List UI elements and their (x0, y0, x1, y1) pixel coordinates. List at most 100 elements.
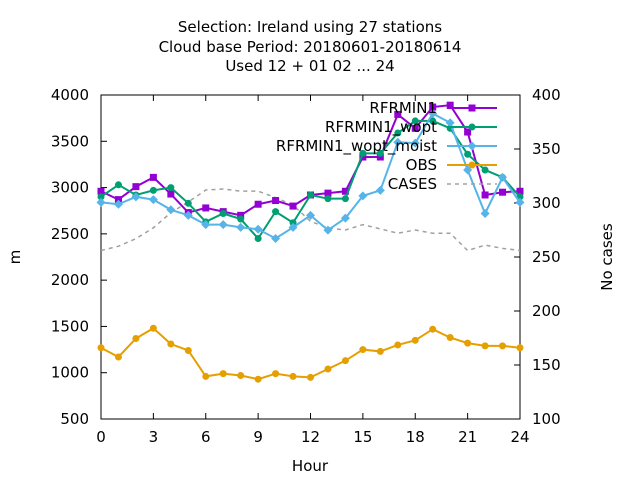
data-point-obs (149, 324, 157, 332)
y-tick-label: 3500 (51, 132, 89, 150)
data-point-rfrmin1-wopt-moist (358, 191, 368, 201)
y-tick-label: 500 (60, 410, 89, 428)
data-point-obs (184, 346, 192, 354)
data-point-rfrmin1 (516, 187, 524, 195)
legend-entry-obs: OBS (406, 156, 497, 174)
data-point-rfrmin1-wopt-moist (166, 205, 176, 215)
data-point-rfrmin1 (499, 188, 507, 196)
series-obs (97, 324, 524, 383)
data-point-rfrmin1 (324, 189, 332, 197)
y-tick-label: 1000 (51, 364, 89, 382)
data-point-rfrmin1-wopt-moist (498, 172, 508, 182)
legend-label: CASES (388, 175, 437, 193)
data-point-rfrmin1-wopt-moist (271, 233, 281, 243)
data-point-rfrmin1-wopt-moist (340, 213, 350, 223)
data-point-rfrmin1 (149, 173, 157, 181)
data-point-rfrmin1-wopt-moist (131, 192, 141, 202)
x-tick-label: 3 (149, 428, 159, 446)
data-point-rfrmin1 (411, 124, 419, 132)
data-point-rfrmin1 (132, 183, 140, 191)
legend-marker (468, 104, 476, 112)
data-point-rfrmin1-wopt-moist (393, 137, 403, 147)
data-point-rfrmin1 (359, 153, 367, 161)
data-point-obs (254, 375, 262, 383)
y-tick-label: 2500 (51, 225, 89, 243)
series-line-rfrmin1 (100, 104, 521, 217)
data-point-obs (499, 342, 507, 350)
series-rfrmin1 (97, 101, 524, 219)
data-point-rfrmin1-wopt-moist (148, 195, 158, 205)
series-layer (96, 101, 525, 383)
data-point-rfrmin1-wopt (237, 215, 245, 223)
data-point-rfrmin1-wopt (394, 129, 402, 137)
x-axis-label: Hour (292, 457, 329, 475)
series-line-obs (100, 327, 521, 381)
data-point-rfrmin1-wopt (464, 150, 472, 158)
data-point-rfrmin1 (394, 110, 402, 118)
data-point-obs (394, 341, 402, 349)
data-point-rfrmin1-wopt (341, 195, 349, 203)
data-point-rfrmin1-wopt (289, 219, 297, 227)
data-point-rfrmin1-wopt (307, 191, 314, 199)
data-point-rfrmin1-wopt-moist (428, 109, 438, 119)
data-point-rfrmin1 (464, 128, 472, 136)
data-point-rfrmin1 (167, 190, 175, 198)
y2-tick-label: 400 (532, 86, 561, 104)
data-point-rfrmin1-wopt (429, 117, 437, 125)
data-point-rfrmin1 (114, 196, 122, 204)
data-point-obs (324, 365, 332, 373)
data-point-obs (132, 334, 140, 342)
data-point-rfrmin1-wopt-moist (375, 185, 385, 195)
data-point-rfrmin1 (429, 103, 437, 111)
legend-label: RFRMIN1_wopt (325, 118, 437, 137)
legend-entry-rfrmin1-wopt: RFRMIN1_wopt (325, 118, 497, 137)
data-point-rfrmin1 (481, 191, 489, 199)
chart-title-line-2: Cloud base Period: 20180601-20180614 (159, 38, 462, 56)
data-point-rfrmin1-wopt-moist (445, 118, 455, 128)
data-point-rfrmin1-wopt-moist (410, 138, 420, 148)
data-point-rfrmin1-wopt (167, 184, 175, 192)
data-point-rfrmin1-wopt-moist (288, 222, 298, 232)
data-point-rfrmin1-wopt-moist (236, 222, 246, 232)
y-axis-label: m (6, 250, 24, 265)
chart-title-line-3: Used 12 + 01 02 ... 24 (225, 57, 394, 75)
data-point-rfrmin1-wopt (254, 234, 262, 242)
y-tick-label: 3000 (51, 179, 89, 197)
data-point-rfrmin1-wopt-moist (113, 199, 123, 209)
data-point-rfrmin1 (97, 187, 105, 195)
y2-tick-label: 300 (532, 194, 561, 212)
data-point-obs (289, 372, 297, 380)
legend-label: RFRMIN1 (369, 99, 437, 117)
data-point-rfrmin1 (446, 101, 454, 109)
series-rfrmin1-wopt-moist (96, 109, 525, 243)
data-point-rfrmin1-wopt (97, 193, 105, 201)
ticks-layer: 0 3 6 9 12 15 18 21 24 500 1000 1500 2000 2500 3000 350… (51, 86, 561, 446)
data-point-rfrmin1-wopt (114, 181, 122, 189)
data-point-rfrmin1-wopt (149, 186, 157, 194)
data-point-obs (464, 339, 472, 347)
legend-marker (467, 141, 477, 151)
x-tick-label: 21 (458, 428, 477, 446)
data-point-obs (219, 370, 227, 378)
data-point-obs (376, 347, 384, 355)
data-point-rfrmin1 (341, 187, 349, 195)
x-tick-label: 9 (253, 428, 263, 446)
data-point-rfrmin1 (272, 197, 280, 205)
data-point-rfrmin1-wopt-moist (96, 197, 106, 207)
x-tick-label: 0 (96, 428, 106, 446)
data-point-obs (411, 336, 419, 344)
y2-tick-label: 250 (532, 248, 561, 266)
y2-tick-label: 100 (532, 410, 561, 428)
data-point-rfrmin1 (289, 202, 297, 210)
data-point-rfrmin1-wopt-moist (253, 224, 263, 234)
data-point-obs (516, 344, 524, 352)
data-point-rfrmin1-wopt-moist (480, 208, 490, 218)
legend-marker (468, 123, 476, 131)
x-tick-label: 24 (510, 428, 529, 446)
legend-entry-cases: CASES (388, 175, 497, 193)
legend-label: RFRMIN1_wopt_moist (276, 137, 437, 156)
data-point-rfrmin1-wopt (359, 149, 367, 157)
data-point-rfrmin1 (237, 211, 245, 219)
